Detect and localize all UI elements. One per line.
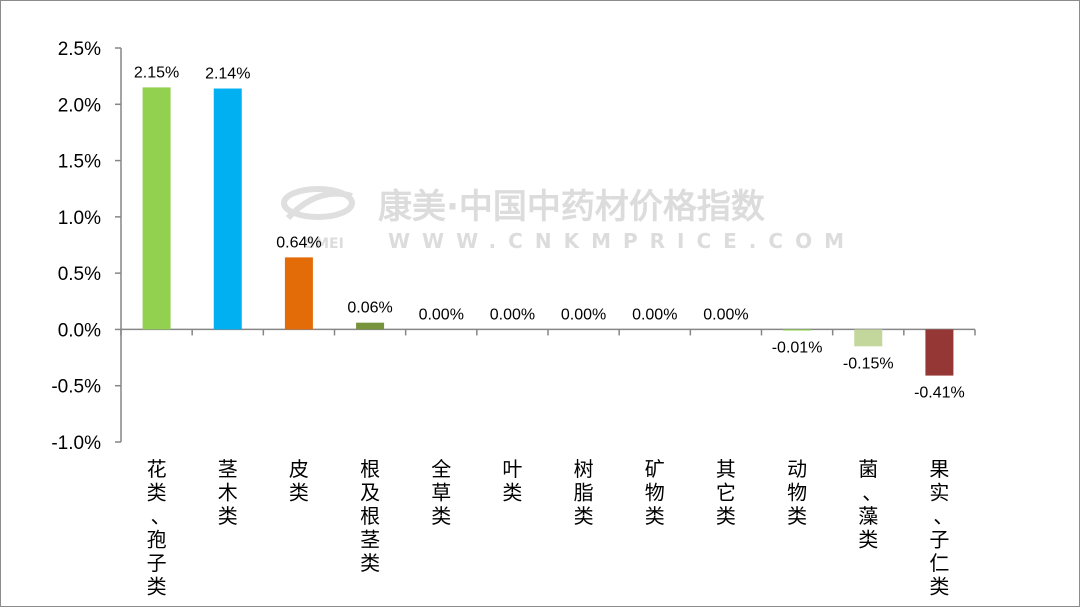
y-tick-label: 0.0%: [58, 320, 101, 341]
y-tick-label: 1.5%: [58, 152, 101, 173]
category-label: 树脂类: [574, 457, 594, 528]
bar: [783, 329, 812, 331]
data-label: 0.00%: [490, 306, 535, 323]
bar: [356, 322, 385, 330]
category-label: 其它类: [716, 457, 736, 528]
category-labels: 花类、孢子类 茎木类 皮类 根及根茎类 全草类 叶类 树脂类 矿物类 其它类 动物类 菌、藻类 果实、…: [147, 457, 954, 599]
axes: 2.5% 2.0% 1.5% 1.0% 0.5% 0.0% -0.5% -1.0%: [51, 39, 976, 454]
category-label: 矿物类: [645, 457, 665, 528]
y-tick-label: 2.0%: [58, 95, 101, 116]
y-tick-label: -0.5%: [51, 377, 101, 398]
data-label: 0.00%: [703, 306, 748, 323]
bars: [142, 87, 954, 376]
y-tick-label: 0.5%: [58, 264, 101, 285]
data-label: 0.00%: [632, 306, 677, 323]
data-label: 0.06%: [347, 300, 392, 317]
bar: [925, 329, 954, 376]
data-labels: 2.15% 2.14% 0.64% 0.06% 0.00% 0.00% 0.00% 0.00%…: [134, 64, 965, 401]
data-label: 0.00%: [419, 306, 464, 323]
watermark-url: WWW.CNKMPRICE.COM: [388, 229, 856, 253]
y-tick-label: 2.5%: [58, 39, 101, 60]
category-label: 叶类: [502, 457, 522, 505]
data-label: -0.41%: [914, 385, 965, 402]
category-label: 茎木类: [218, 457, 238, 528]
watermark-logo-icon: [281, 186, 355, 221]
data-label: 0.64%: [276, 234, 321, 251]
category-label: 花类、孢子类: [147, 457, 171, 599]
watermark-title: 康美·中国中药材价格指数: [378, 187, 765, 227]
bar: [854, 329, 883, 347]
category-label: 菌、藻类: [858, 457, 882, 552]
bar: [284, 257, 313, 330]
data-label: 2.14%: [205, 66, 250, 83]
category-label: 动物类: [787, 457, 807, 528]
y-tick-label: 1.0%: [58, 208, 101, 229]
watermark: SMEI 康美·中国中药材价格指数 WWW.CNKMPRICE.COM: [281, 186, 856, 253]
category-label: 根及根茎类: [360, 457, 380, 575]
y-tick-label: -1.0%: [51, 433, 101, 454]
data-label: 0.00%: [561, 306, 606, 323]
data-label: -0.15%: [843, 355, 894, 372]
category-label: 皮类: [289, 457, 309, 505]
category-label: 果实、子仁类: [929, 457, 953, 599]
data-label: 2.15%: [134, 64, 179, 81]
bar: [142, 87, 171, 330]
data-label: -0.01%: [772, 340, 823, 357]
watermark-brand: SMEI: [305, 236, 344, 252]
category-label: 全草类: [431, 457, 451, 528]
bar: [213, 88, 242, 330]
